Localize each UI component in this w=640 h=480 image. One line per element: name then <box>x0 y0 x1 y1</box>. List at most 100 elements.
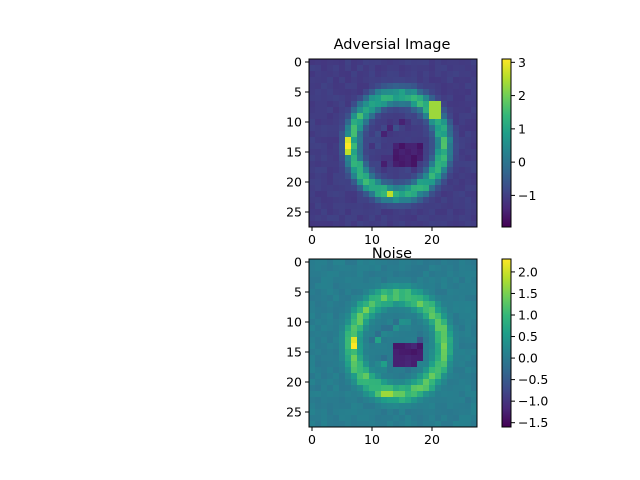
heatmap-cell <box>315 367 322 374</box>
heatmap-cell <box>363 373 370 380</box>
heatmap-cell <box>471 143 478 150</box>
heatmap-cell <box>375 337 382 344</box>
heatmap-cell <box>327 331 334 338</box>
heatmap-cell <box>375 379 382 386</box>
heatmap-cell <box>339 277 346 284</box>
heatmap-cell <box>459 355 466 362</box>
heatmap-cell <box>393 259 400 266</box>
heatmap-cell <box>357 277 364 284</box>
colorbar-gradient <box>501 58 512 228</box>
heatmap-cell <box>339 301 346 308</box>
heatmap-cell <box>327 319 334 326</box>
heatmap-cell <box>381 209 388 216</box>
heatmap-cell <box>309 179 316 186</box>
heatmap-cell <box>465 137 472 144</box>
heatmap-cell <box>423 155 430 162</box>
heatmap-cell <box>471 355 478 362</box>
heatmap-cell <box>435 307 442 314</box>
heatmap-cell <box>381 313 388 320</box>
heatmap-cell <box>369 173 376 180</box>
heatmap-cell <box>393 349 400 356</box>
heatmap-cell <box>423 391 430 398</box>
heatmap-cell <box>441 113 448 120</box>
heatmap-cell <box>357 131 364 138</box>
heatmap-cell <box>417 101 424 108</box>
heatmap-cell <box>375 65 382 72</box>
heatmap-cell <box>339 107 346 114</box>
heatmap-cell <box>429 95 436 102</box>
heatmap-cell <box>315 59 322 66</box>
heatmap-cell <box>339 95 346 102</box>
heatmap-cell <box>399 113 406 120</box>
heatmap-cell <box>411 265 418 272</box>
heatmap-cell <box>393 403 400 410</box>
heatmap-cell <box>405 403 412 410</box>
heatmap-cell <box>333 307 340 314</box>
heatmap-cell <box>429 59 436 66</box>
heatmap-cell <box>429 283 436 290</box>
heatmap-cell <box>417 77 424 84</box>
heatmap-cell <box>393 161 400 168</box>
heatmap-cell <box>441 65 448 72</box>
heatmap-cell <box>441 149 448 156</box>
heatmap-cell <box>345 167 352 174</box>
heatmap-cell <box>375 295 382 302</box>
heatmap-cell <box>435 101 442 108</box>
heatmap-cell <box>369 271 376 278</box>
heatmap-cell <box>345 289 352 296</box>
heatmap-cell <box>471 313 478 320</box>
heatmap-cell <box>417 59 424 66</box>
heatmap-cell <box>411 113 418 120</box>
heatmap-cell <box>333 283 340 290</box>
heatmap-cell <box>327 173 334 180</box>
heatmap-cell <box>405 83 412 90</box>
heatmap-cell <box>351 343 358 350</box>
heatmap-cell <box>411 179 418 186</box>
heatmap-cell <box>345 71 352 78</box>
heatmap-cell <box>423 325 430 332</box>
heatmap-cell <box>465 343 472 350</box>
heatmap-cell <box>447 385 454 392</box>
heatmap-cell <box>417 179 424 186</box>
heatmap-cell <box>333 119 340 126</box>
heatmap-cell <box>465 307 472 314</box>
heatmap-cell <box>387 307 394 314</box>
heatmap-cell <box>345 319 352 326</box>
heatmap-cell <box>309 265 316 272</box>
heatmap-cell <box>405 173 412 180</box>
heatmap-cell <box>315 343 322 350</box>
heatmap-cell <box>363 421 370 428</box>
heatmap-cell <box>363 271 370 278</box>
heatmap-cell <box>369 107 376 114</box>
heatmap-cell <box>399 59 406 66</box>
heatmap-cell <box>381 215 388 222</box>
heatmap-cell <box>363 277 370 284</box>
heatmap-cell <box>381 143 388 150</box>
heatmap-cell <box>375 277 382 284</box>
heatmap-cell <box>453 271 460 278</box>
heatmap-cell <box>435 131 442 138</box>
heatmap-cell <box>429 215 436 222</box>
heatmap-cell <box>333 185 340 192</box>
heatmap-cell <box>429 367 436 374</box>
heatmap-cell <box>339 113 346 120</box>
heatmap-cell <box>333 215 340 222</box>
heatmap-cell <box>381 101 388 108</box>
heatmap-cell <box>363 259 370 266</box>
heatmap-cell <box>345 397 352 404</box>
heatmap-cell <box>387 301 394 308</box>
heatmap-cell <box>321 71 328 78</box>
heatmap-cell <box>357 331 364 338</box>
heatmap-cell <box>393 331 400 338</box>
heatmap-cell <box>399 331 406 338</box>
heatmap-cell <box>345 259 352 266</box>
heatmap-cell <box>333 101 340 108</box>
heatmap-cell <box>351 89 358 96</box>
heatmap-cell <box>381 301 388 308</box>
heatmap-cell <box>393 215 400 222</box>
heatmap-cell <box>435 77 442 84</box>
heatmap-cell <box>357 77 364 84</box>
heatmap-cell <box>471 349 478 356</box>
heatmap-cell <box>381 373 388 380</box>
heatmap-cell <box>357 215 364 222</box>
